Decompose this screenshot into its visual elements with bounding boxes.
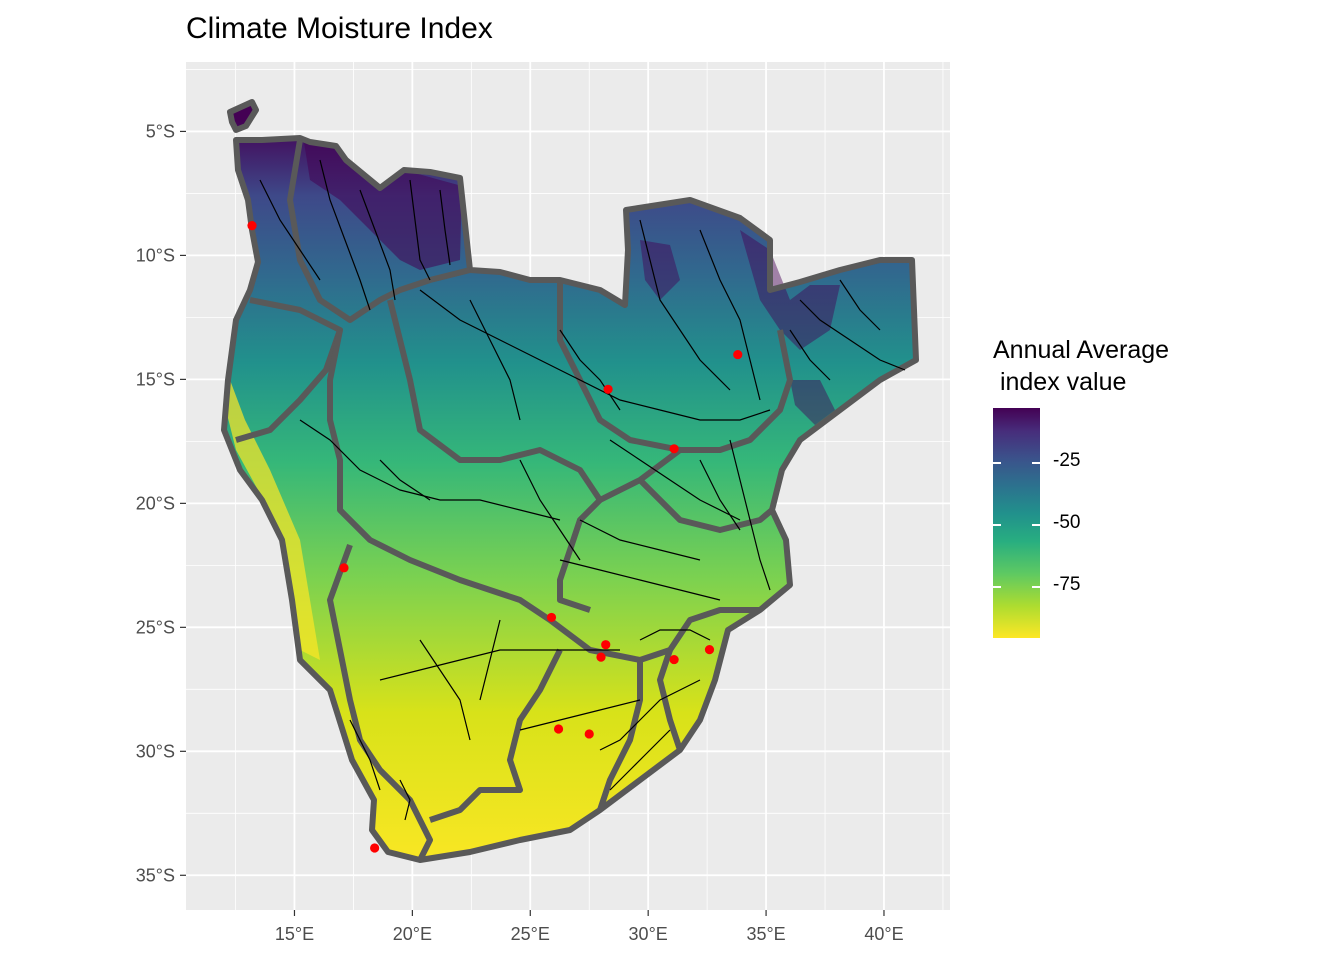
y-tick-label: 5°S: [146, 121, 175, 141]
x-tick-label: 30°E: [629, 924, 668, 944]
y-tick-label: 15°S: [136, 369, 175, 389]
x-tick-label: 40°E: [864, 924, 903, 944]
y-axis: 5°S 10°S 15°S 20°S 25°S 30°S 35°S: [136, 121, 186, 885]
x-tick-label: 15°E: [275, 924, 314, 944]
x-tick-label: 25°E: [511, 924, 550, 944]
station-point: [247, 221, 257, 231]
station-point: [553, 724, 564, 734]
legend-tick-label: -25: [1053, 450, 1081, 472]
legend-tick-right: [1032, 462, 1040, 464]
y-tick-label: 30°S: [136, 741, 175, 761]
legend-colorbar: [993, 408, 1040, 638]
station-points: [247, 221, 743, 853]
basin-boundaries: [221, 99, 919, 863]
legend-tick-left: [993, 524, 1001, 526]
station-point: [370, 843, 380, 853]
y-tick-label: 25°S: [136, 617, 175, 637]
x-tick-label: 20°E: [393, 924, 432, 944]
station-point: [339, 563, 349, 573]
rivers: [259, 159, 906, 821]
station-point: [603, 384, 613, 394]
y-tick-label: 20°S: [136, 493, 175, 513]
x-tick-label: 35°E: [746, 924, 785, 944]
y-tick-label: 35°S: [136, 865, 175, 885]
legend-title: Annual Average index value: [993, 336, 1170, 396]
wet-zone-east: [640, 230, 840, 425]
y-tick-label: 10°S: [136, 245, 175, 265]
station-point: [669, 444, 679, 454]
legend-tick-label: -50: [1053, 512, 1081, 534]
legend-tick-right: [1032, 524, 1040, 526]
wet-zone-north: [304, 142, 462, 270]
station-point: [733, 349, 743, 360]
x-axis: 15°E 20°E 25°E 30°E 35°E 40°E: [275, 910, 904, 944]
station-point: [601, 640, 611, 650]
legend-tick-label: -75: [1053, 574, 1081, 596]
legend: Annual Average index value -25 -50 -75: [993, 334, 1253, 654]
station-point: [669, 654, 679, 665]
station-point: [596, 652, 606, 662]
legend-tick-left: [993, 462, 1001, 464]
legend-tick-left: [993, 586, 1001, 588]
dry-zone-west: [226, 380, 320, 660]
legend-tick-right: [1032, 586, 1040, 588]
station-point: [584, 729, 594, 739]
map-title: Climate Moisture Index: [186, 12, 493, 45]
station-point: [704, 645, 715, 655]
station-point: [546, 612, 557, 623]
